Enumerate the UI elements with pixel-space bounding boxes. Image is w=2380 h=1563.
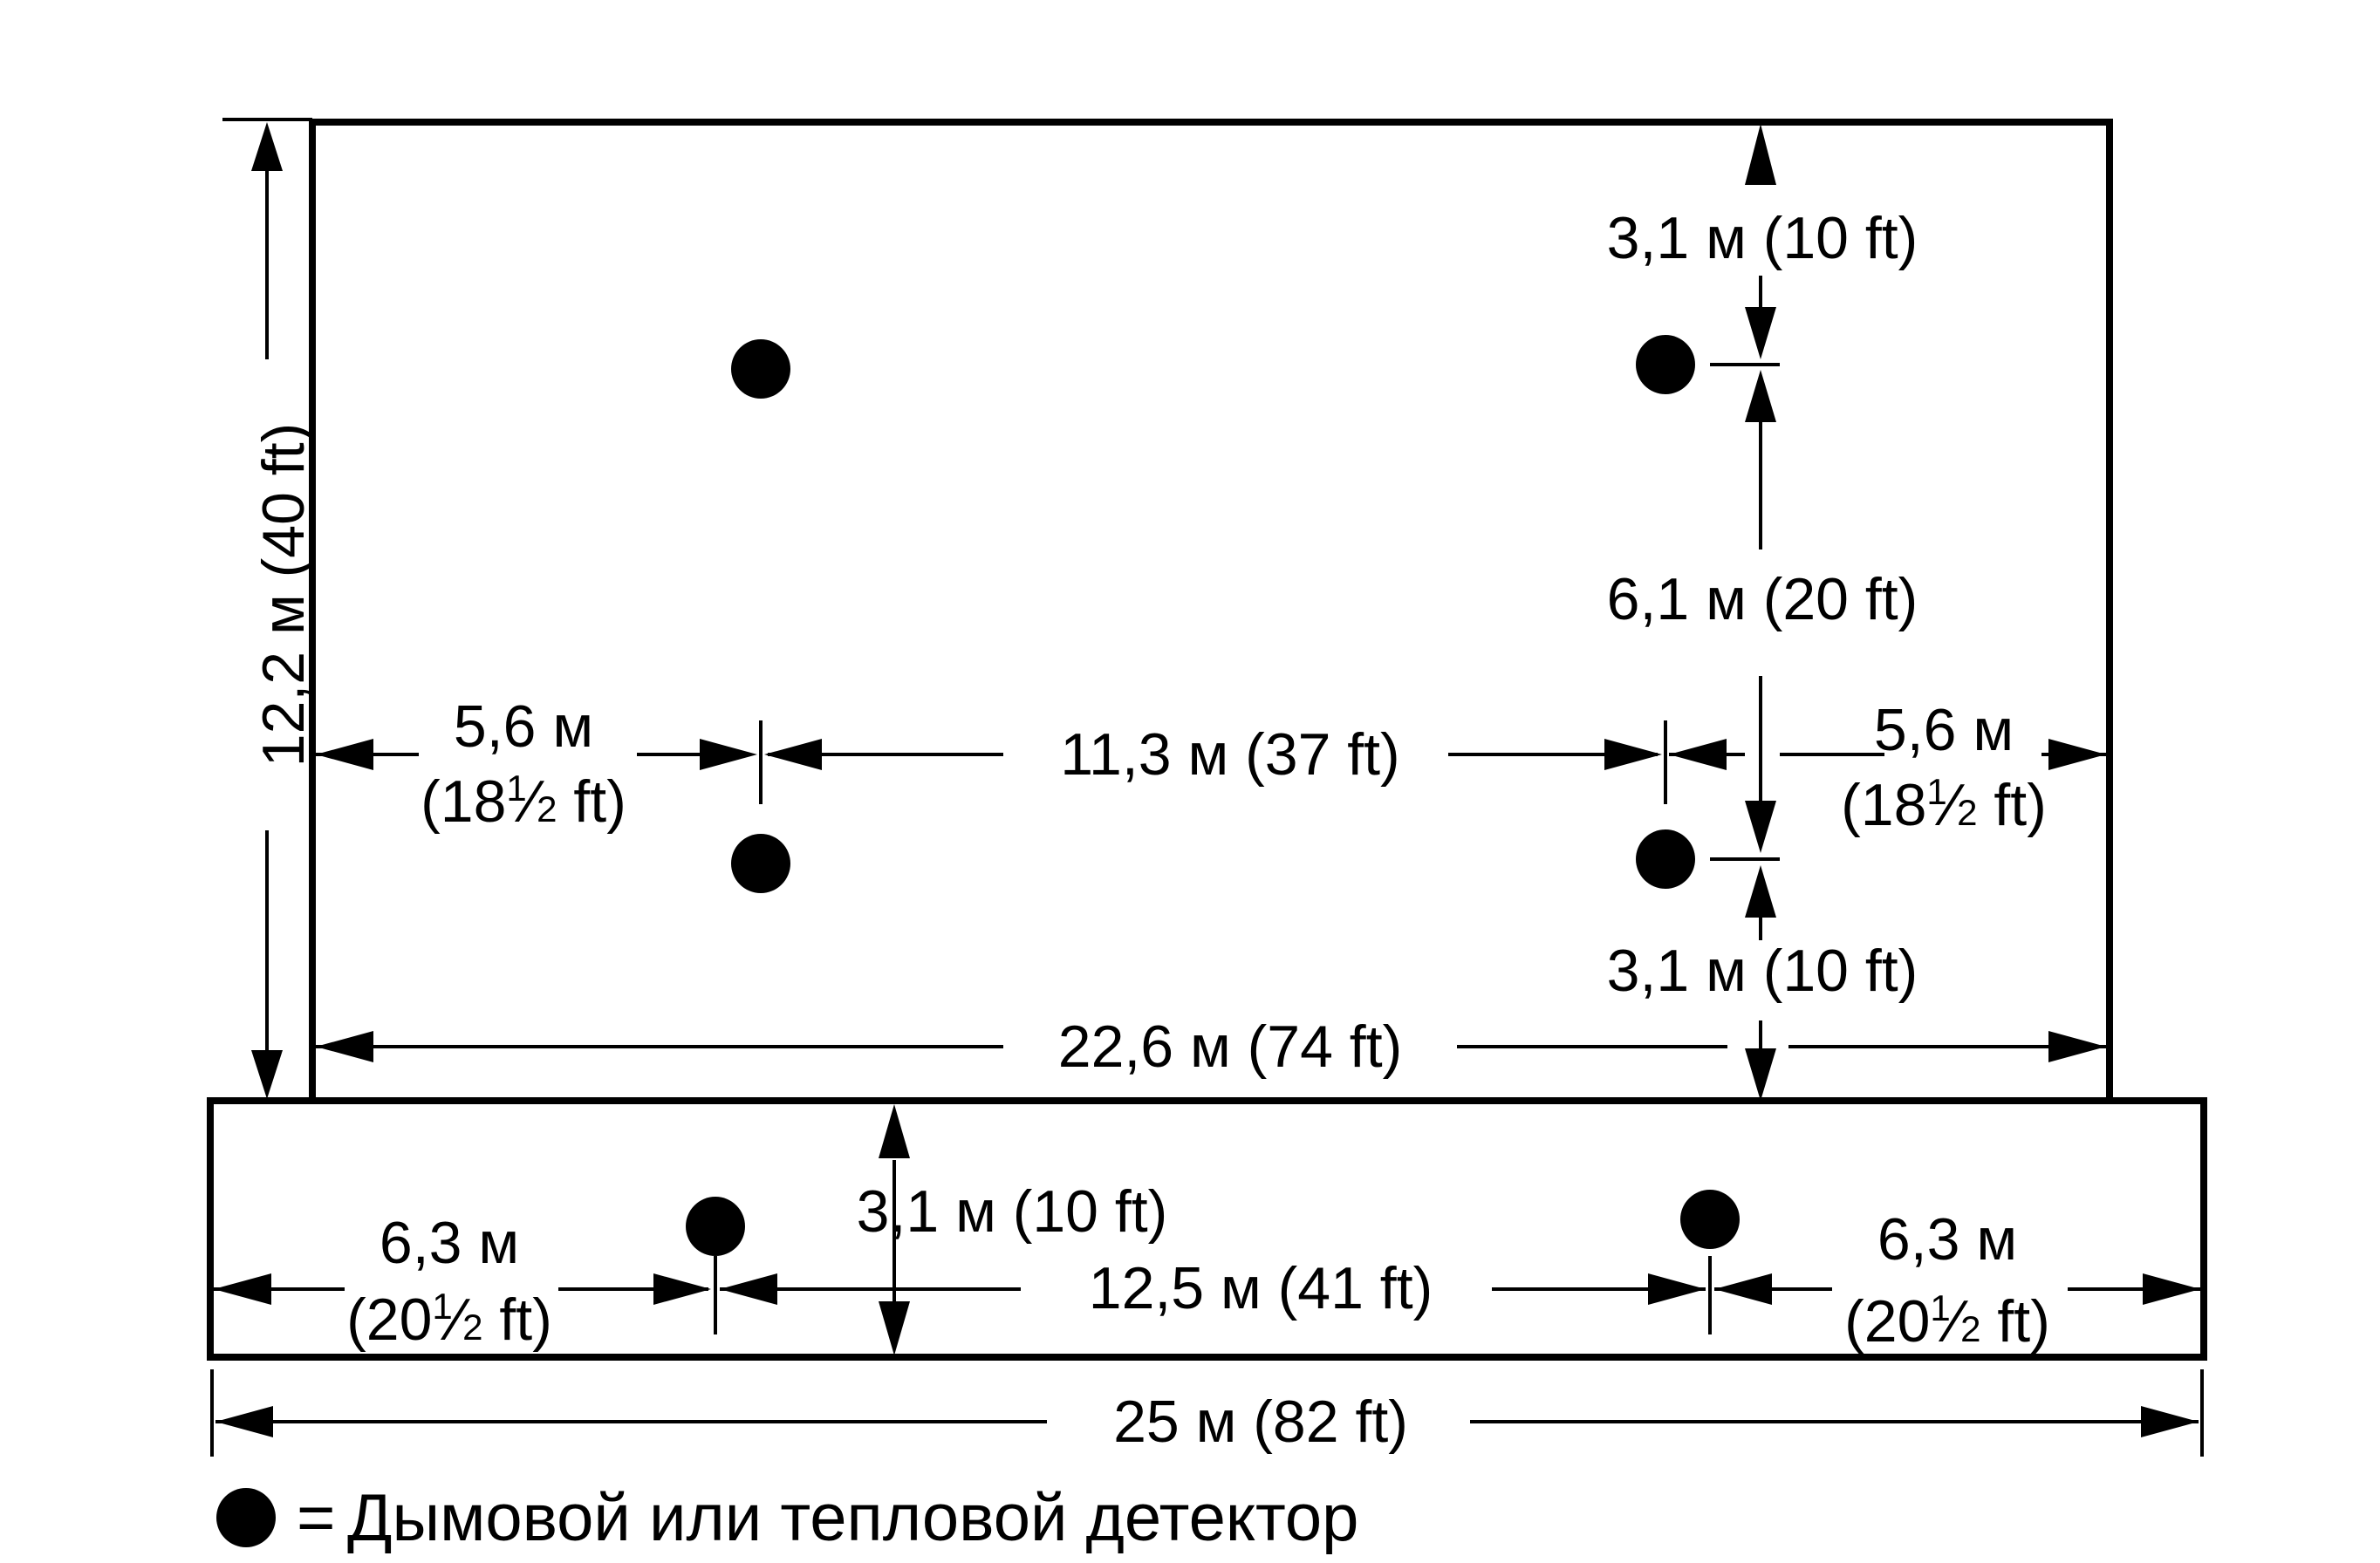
arrowhead (720, 1273, 777, 1305)
dimension-detector-spacing-vertical: 6,1 м (20 ft) (1607, 370, 1918, 861)
detector-middle-right (1636, 829, 1695, 889)
detector-spacing-horizontal-label: 11,3 м (37 ft) (1060, 721, 1399, 788)
detector-corridor-left (686, 1197, 745, 1256)
dimension-top-offset: 3,1 м (10 ft) (1607, 124, 1918, 366)
detector-corridor-right (1680, 1190, 1740, 1249)
arrowhead (2141, 1406, 2199, 1437)
left-offset-ft-label: (181⁄2 ft) (421, 768, 626, 835)
arrowhead (1714, 1273, 1772, 1305)
arrowhead (2048, 739, 2106, 770)
corridor-left-ft-label: (201⁄2 ft) (346, 1286, 552, 1353)
arrowhead (1648, 1273, 1706, 1305)
room-depth-label: 12,2 м (40 ft) (250, 423, 317, 768)
arrowhead (1745, 307, 1776, 359)
corridor-left-m-label: 6,3 м (380, 1210, 519, 1276)
corridor-outline (207, 1097, 2207, 1361)
detector-upper-right (1636, 335, 1695, 394)
corridor-right-m-label: 6,3 м (1877, 1206, 2017, 1273)
corridor-right-ft-label: (201⁄2 ft) (1844, 1287, 2050, 1355)
arrowhead (879, 1104, 910, 1158)
arrowhead (1745, 124, 1776, 185)
arrowhead (1604, 739, 1662, 770)
arrowhead (215, 1406, 273, 1437)
arrowhead (700, 739, 757, 770)
arrowhead (2143, 1273, 2200, 1305)
right-offset-m-label: 5,6 м (1874, 697, 2014, 763)
bottom-offset-label: 3,1 м (10 ft) (1607, 938, 1918, 1004)
right-offset-ft-label: (181⁄2 ft) (1841, 771, 2047, 838)
detectors (686, 335, 1740, 1256)
arrowhead (1745, 370, 1776, 422)
arrowhead (316, 739, 373, 770)
top-offset-label: 3,1 м (10 ft) (1607, 205, 1918, 271)
dimension-bottom-offset: 3,1 м (10 ft) (1607, 865, 1918, 1101)
detector-spacing-vertical-label: 6,1 м (20 ft) (1607, 566, 1918, 632)
legend-text: Дымовой или тепловой детектор (347, 1481, 1358, 1555)
arrowhead (764, 739, 822, 770)
legend-detector-symbol (216, 1488, 276, 1547)
walls (207, 118, 2207, 1361)
arrowhead (251, 122, 283, 171)
detector-middle-left (731, 834, 790, 893)
arrowhead (1745, 801, 1776, 853)
dimension-horizontal-row: 5,6 м (181⁄2 ft) 11,3 м (37 ft) 5,6 м (1… (316, 693, 2106, 838)
arrowhead (251, 1050, 283, 1099)
arrowhead (1745, 1048, 1776, 1101)
arrowhead (1669, 739, 1727, 770)
arrowhead (214, 1273, 271, 1305)
upper-width-label: 22,6 м (74 ft) (1058, 1014, 1403, 1080)
dimension-corridor-offset: 3,1 м (10 ft) (857, 1104, 1168, 1355)
upper-room-outline (309, 119, 2113, 1101)
arrowhead (1745, 865, 1776, 918)
legend: = Дымовой или тепловой детектор (216, 1481, 1358, 1555)
dimension-corridor-row: 6,3 м (201⁄2 ft) 12,5 м (41 ft) 6,3 м (2… (214, 1206, 2200, 1355)
arrowhead (653, 1273, 711, 1305)
dimension-upper-width: 22,6 м (74 ft) (316, 1014, 2106, 1080)
legend-equals: = (297, 1481, 335, 1555)
detector-upper-left (731, 339, 790, 399)
corridor-offset-label: 3,1 м (10 ft) (857, 1178, 1168, 1245)
arrowhead (2048, 1031, 2106, 1062)
corridor-spacing-label: 12,5 м (41 ft) (1089, 1255, 1433, 1321)
total-width-label: 25 м (82 ft) (1113, 1389, 1408, 1455)
arrowhead (879, 1301, 910, 1355)
dimension-total-width: 25 м (82 ft) (210, 1369, 2204, 1457)
left-offset-m-label: 5,6 м (454, 693, 593, 760)
arrowhead (316, 1031, 373, 1062)
dimension-room-depth: 12,2 м (40 ft) (250, 122, 317, 1099)
